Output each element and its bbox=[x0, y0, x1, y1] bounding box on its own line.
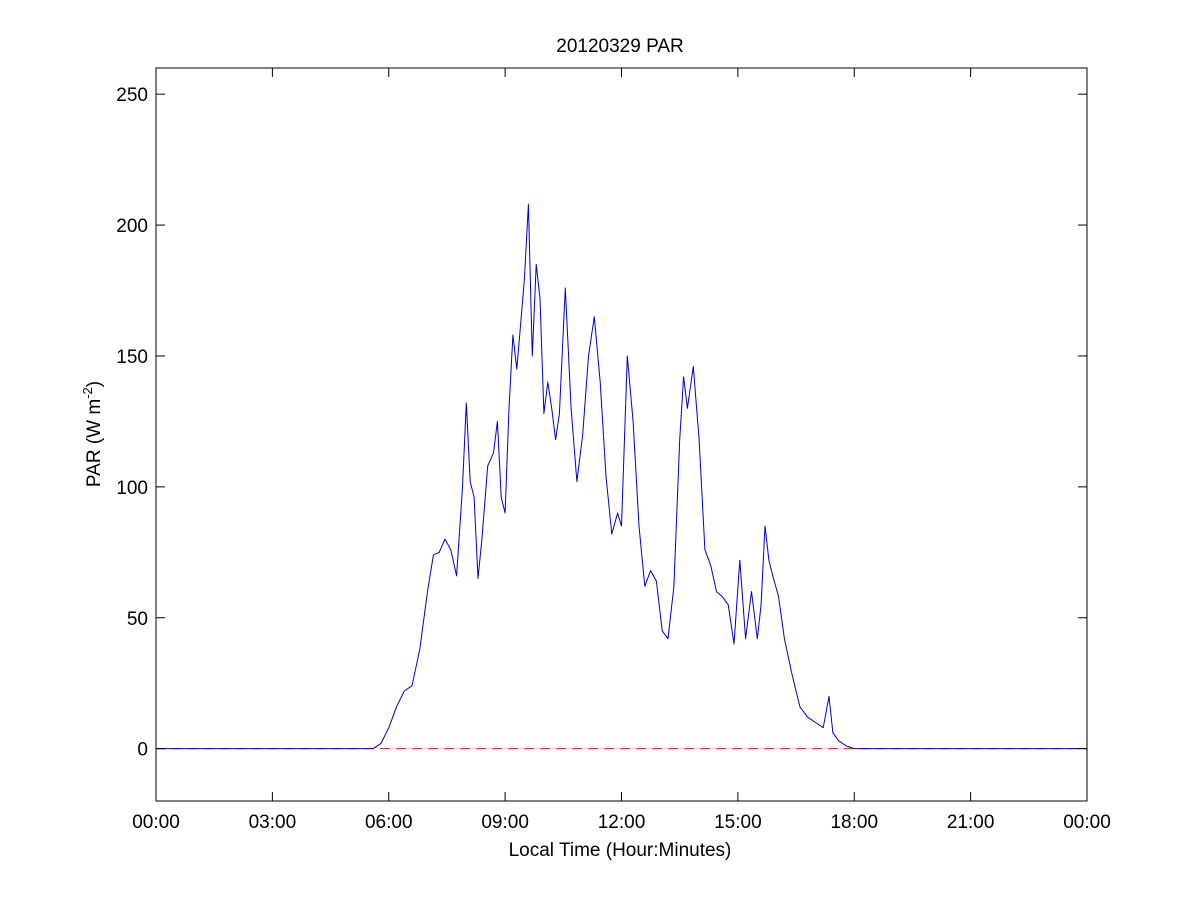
axes-box bbox=[155, 67, 1088, 802]
x-tick-label: 21:00 bbox=[947, 812, 995, 833]
x-tick-label: 09:00 bbox=[481, 812, 529, 833]
y-axis-label-suffix: ) bbox=[84, 381, 105, 387]
x-tick-label: 00:00 bbox=[132, 812, 180, 833]
y-tick-label: 150 bbox=[116, 347, 148, 368]
series-layer bbox=[156, 203, 1087, 750]
y-axis-label: PAR (W m-2) bbox=[80, 381, 105, 487]
y-axis-label-superscript: -2 bbox=[80, 387, 95, 399]
y-ticks: 0 50 100 150 200 250 bbox=[116, 85, 1087, 761]
x-axis-label: Local Time (Hour:Minutes) bbox=[509, 840, 732, 861]
par-series-line bbox=[156, 203, 1087, 750]
y-tick-label: 200 bbox=[116, 216, 148, 237]
y-axis-label-prefix: PAR (W m bbox=[84, 399, 105, 487]
y-tick-label: 50 bbox=[127, 609, 148, 630]
y-tick-label: 100 bbox=[116, 478, 148, 499]
x-tick-label: 06:00 bbox=[365, 812, 413, 833]
x-tick-label: 00:00 bbox=[1063, 812, 1111, 833]
x-tick-label: 12:00 bbox=[598, 812, 646, 833]
x-tick-label: 15:00 bbox=[714, 812, 762, 833]
x-ticks: 00:00 03:00 06:00 09:00 12:00 15:00 18:00 21:00… bbox=[132, 68, 1111, 833]
x-tick-label: 18:00 bbox=[830, 812, 878, 833]
chart-title: 20120329 PAR bbox=[556, 36, 683, 57]
y-tick-label: 0 bbox=[137, 740, 148, 761]
y-tick-label: 250 bbox=[116, 85, 148, 106]
x-tick-label: 03:00 bbox=[249, 812, 297, 833]
plot-area: 00:00 03:00 06:00 09:00 12:00 15:00 18:00 21:00… bbox=[116, 67, 1111, 833]
